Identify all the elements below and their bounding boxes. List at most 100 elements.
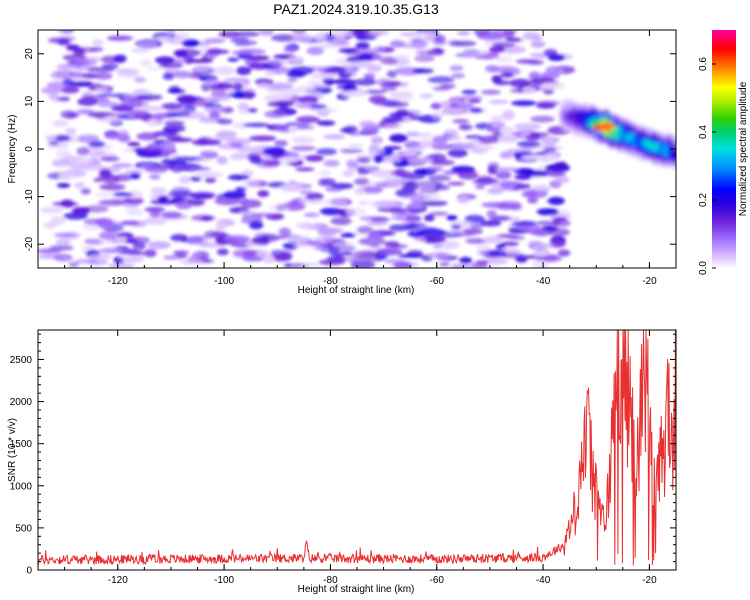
noise-blob [117, 255, 144, 261]
noise-blob [414, 54, 435, 63]
noise-blob [370, 136, 384, 144]
noise-blob [540, 82, 566, 90]
noise-blob [130, 48, 150, 53]
noise-blob [187, 236, 202, 241]
noise-blob [317, 43, 338, 49]
noise-blob [223, 77, 250, 83]
noise-blob [150, 187, 167, 195]
noise-blob [493, 80, 511, 86]
noise-blob [265, 94, 293, 99]
noise-blob [501, 126, 515, 135]
noise-blob [199, 150, 218, 156]
noise-blob [144, 165, 169, 174]
noise-blob [461, 48, 489, 56]
noise-blob [499, 151, 514, 159]
noise-blob [458, 170, 479, 180]
noise-blob [130, 173, 141, 180]
noise-blob [427, 174, 452, 182]
noise-blob [475, 184, 486, 190]
noise-blob [424, 214, 435, 222]
noise-blob [316, 148, 337, 156]
noise-blob [214, 132, 237, 141]
noise-blob [418, 132, 433, 139]
noise-blob [52, 120, 69, 127]
noise-blob [229, 142, 243, 148]
colorbar-tick-label: 0.2 [698, 193, 709, 207]
noise-blob [374, 252, 389, 260]
noise-blob [373, 45, 386, 54]
noise-blob [144, 216, 168, 225]
noise-blob [355, 42, 370, 50]
noise-blob [308, 198, 327, 205]
x-tick-label: -80 [323, 276, 338, 287]
noise-blob [171, 70, 193, 79]
noise-blob [530, 41, 546, 48]
noise-blob [249, 155, 263, 165]
noise-blob [278, 227, 291, 236]
noise-blob [80, 188, 91, 195]
noise-blob [432, 111, 445, 119]
noise-blob [234, 31, 261, 37]
snr-plot-area [38, 330, 676, 570]
noise-blob [258, 30, 275, 36]
noise-blob [489, 46, 505, 53]
noise-blob [421, 183, 436, 192]
noise-blob [235, 66, 252, 76]
noise-blob [75, 258, 99, 264]
noise-blob [477, 250, 490, 256]
noise-blob [186, 199, 206, 207]
noise-blob [242, 122, 271, 128]
noise-blob [515, 59, 540, 64]
noise-blob [469, 223, 484, 229]
noise-blob [264, 110, 286, 118]
noise-blob [554, 176, 570, 184]
noise-blob [191, 139, 211, 146]
noise-blob [41, 208, 63, 214]
noise-blob [329, 30, 354, 38]
figure-title: PAZ1.2024.319.10.35.G13 [273, 1, 439, 17]
noise-blob [247, 108, 258, 113]
noise-blob [113, 54, 127, 63]
noise-blob [487, 120, 506, 130]
noise-blob [230, 153, 248, 160]
noise-blob [426, 166, 443, 172]
noise-blob [523, 170, 551, 177]
noise-blob [140, 146, 163, 153]
noise-blob [94, 191, 116, 198]
noise-blob [373, 154, 384, 163]
noise-blob [309, 104, 328, 110]
noise-blob [432, 135, 448, 145]
noise-blob [135, 94, 163, 101]
noise-blob [77, 134, 100, 144]
noise-blob [144, 206, 166, 213]
noise-blob [256, 250, 273, 259]
colorbar-gradient [712, 30, 736, 268]
noise-blob [205, 77, 220, 87]
noise-blob [513, 123, 542, 131]
noise-blob [545, 163, 571, 173]
noise-blob [502, 109, 515, 119]
noise-blob [174, 202, 192, 208]
noise-blob [531, 243, 554, 250]
colorbar-tick-label: 0.6 [698, 57, 709, 71]
noise-blob [325, 198, 348, 206]
noise-blob [189, 192, 215, 200]
signal-blob [671, 151, 676, 160]
x-tick-label: -100 [214, 575, 234, 586]
noise-blob [411, 40, 429, 49]
noise-blob [88, 140, 106, 148]
noise-blob [345, 159, 358, 168]
noise-blob [53, 253, 73, 262]
noise-blob [528, 71, 541, 80]
noise-blob [270, 150, 285, 160]
colorbar-ticks: 0.0 0.2 0.4 0.6 [698, 57, 716, 275]
x-tick-label: -40 [536, 276, 551, 287]
noise-blob [188, 166, 211, 171]
noise-blob [536, 102, 556, 109]
noise-blob [157, 195, 169, 203]
noise-blob [149, 174, 161, 180]
noise-blob [123, 248, 139, 255]
noise-blob [162, 73, 175, 81]
